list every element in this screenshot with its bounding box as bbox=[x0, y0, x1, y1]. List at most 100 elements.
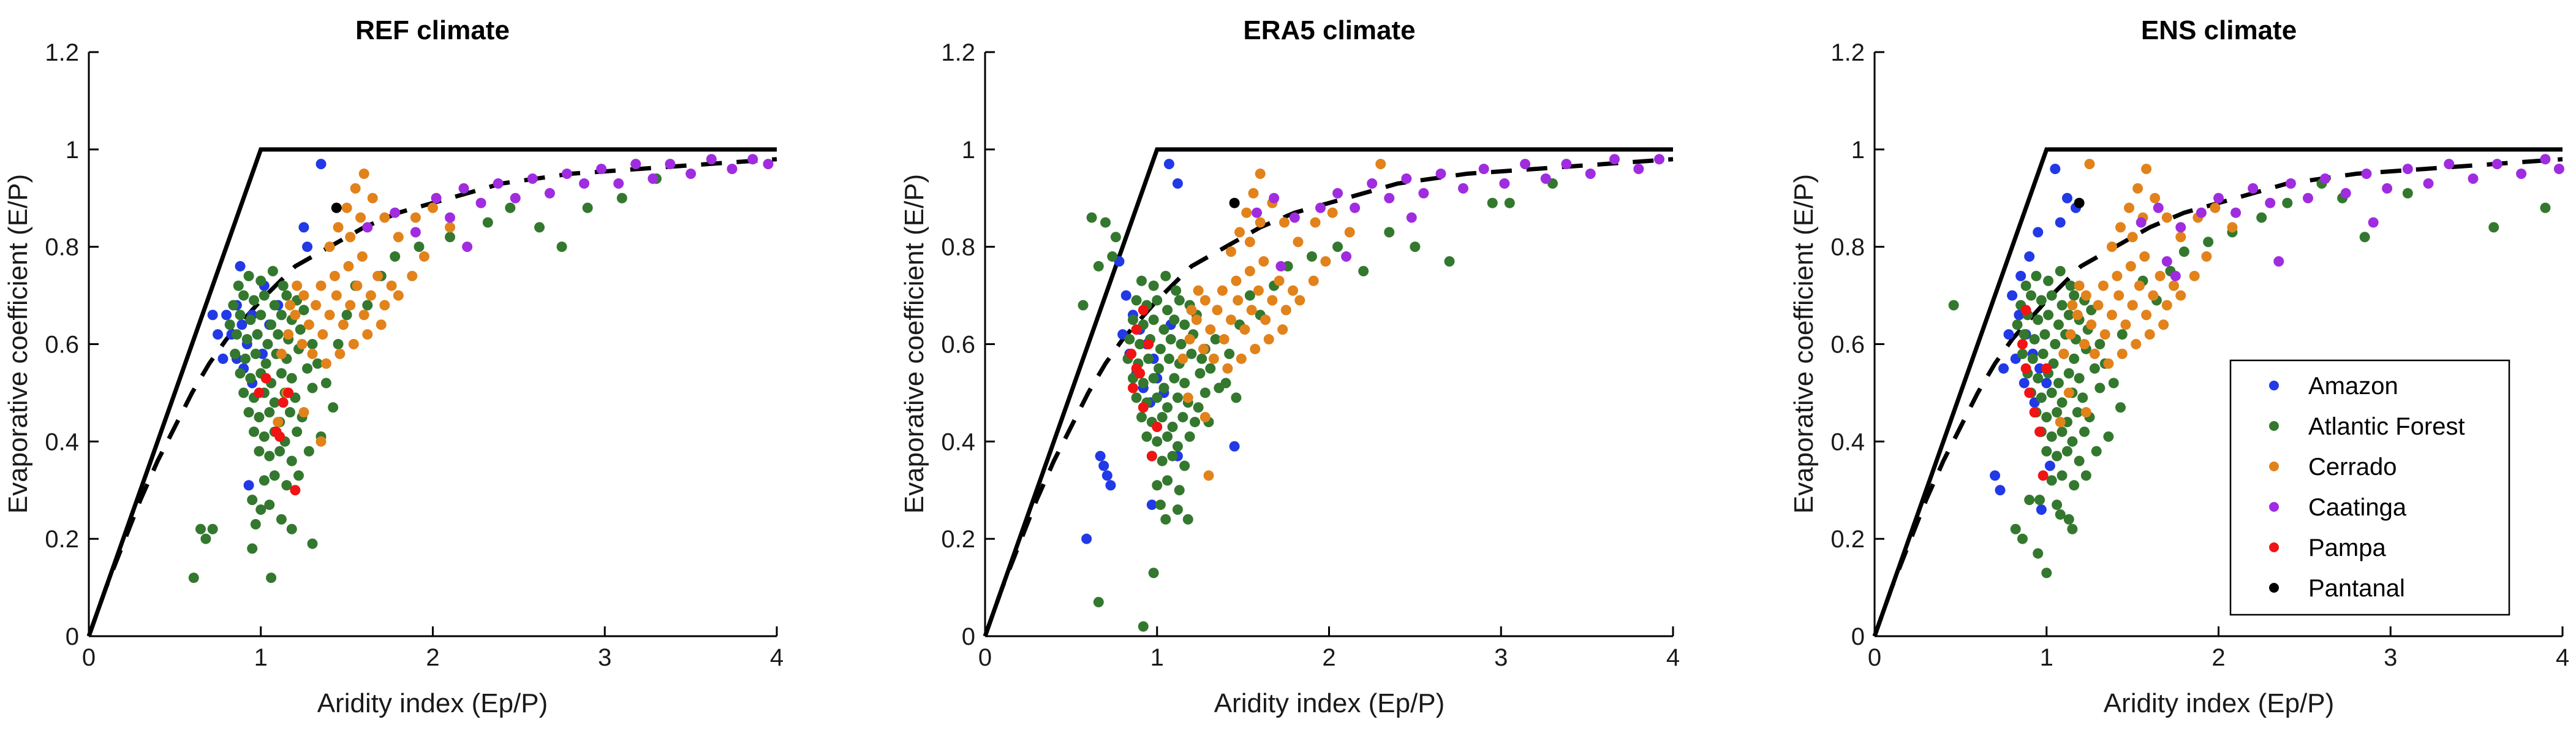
scatter-point-caatinga bbox=[390, 207, 401, 218]
scatter-point-caatinga bbox=[2175, 222, 2186, 233]
scatter-point-amazon bbox=[315, 159, 327, 170]
scatter-point-atlantic-forest bbox=[1110, 232, 1121, 243]
scatter-point-atlantic-forest bbox=[2108, 378, 2119, 389]
scatter-point-cerrado bbox=[311, 300, 322, 311]
scatter-point-atlantic-forest bbox=[2017, 348, 2028, 359]
scatter-point-cerrado bbox=[2175, 232, 2186, 243]
scatter-point-cerrado bbox=[1244, 237, 1255, 248]
scatter-point-atlantic-forest bbox=[1148, 373, 1159, 384]
scatter-point-caatinga bbox=[613, 178, 624, 189]
scatter-point-pampa bbox=[1138, 305, 1149, 316]
scatter-point-atlantic-forest bbox=[1086, 212, 1097, 223]
scatter-point-atlantic-forest bbox=[235, 310, 246, 321]
scatter-point-atlantic-forest bbox=[1171, 285, 1182, 296]
scatter-point-caatinga bbox=[2273, 256, 2284, 267]
scatter-point-cerrado bbox=[2141, 164, 2152, 175]
scatter-point-atlantic-forest bbox=[2036, 392, 2047, 403]
scatter-point-caatinga bbox=[2368, 217, 2379, 228]
scatter-point-atlantic-forest bbox=[269, 470, 280, 481]
scatter-point-atlantic-forest bbox=[276, 368, 287, 379]
scatter-point-atlantic-forest bbox=[1199, 387, 1211, 398]
scatter-point-atlantic-forest bbox=[445, 232, 456, 243]
scatter-point-cerrado bbox=[1293, 237, 1304, 248]
scatter-point-atlantic-forest bbox=[2031, 270, 2042, 281]
scatter-point-atlantic-forest bbox=[1124, 334, 1135, 345]
scatter-point-atlantic-forest bbox=[292, 426, 303, 437]
y-axis-label-2: Evaporative coefficient (E/P) bbox=[899, 174, 929, 514]
scatter-point-atlantic-forest bbox=[2039, 329, 2050, 340]
scatter-point-cerrado bbox=[2055, 417, 2066, 428]
scatter-point-caatinga bbox=[2516, 169, 2527, 180]
scatter-point-cerrado bbox=[338, 319, 349, 330]
scatter-point-caatinga bbox=[2153, 202, 2164, 213]
x-tick-label: 2 bbox=[2212, 644, 2225, 671]
scatter-point-cerrado bbox=[2067, 300, 2078, 311]
scatter-point-atlantic-forest bbox=[534, 222, 545, 233]
y-tick-label: 1.2 bbox=[1830, 39, 1865, 66]
scatter-point-pampa bbox=[2029, 407, 2040, 418]
y-tick-label: 1.2 bbox=[45, 39, 79, 66]
scatter-point-atlantic-forest bbox=[200, 533, 211, 544]
scatter-point-cerrado bbox=[1236, 353, 1247, 364]
scatter-point-cerrado bbox=[358, 169, 369, 180]
scatter-point-amazon bbox=[217, 353, 229, 364]
legend-marker-pantanal bbox=[2269, 583, 2279, 593]
scatter-point-atlantic-forest bbox=[2057, 426, 2068, 437]
scatter-point-atlantic-forest bbox=[307, 382, 318, 393]
scatter-point-cerrado bbox=[1231, 275, 1242, 286]
scatter-point-atlantic-forest bbox=[2072, 407, 2083, 418]
scatter-point-cerrado bbox=[2115, 222, 2126, 233]
scatter-point-caatinga bbox=[2213, 192, 2224, 203]
scatter-point-atlantic-forest bbox=[1158, 324, 1169, 335]
scatter-point-atlantic-forest bbox=[2089, 363, 2100, 374]
scatter-point-cerrado bbox=[355, 212, 366, 223]
scatter-point-caatinga bbox=[1418, 188, 1429, 199]
scatter-point-atlantic-forest bbox=[1107, 251, 1118, 262]
scatter-point-cerrado bbox=[2084, 159, 2095, 170]
scatter-point-atlantic-forest bbox=[307, 538, 318, 549]
y-tick-label: 0.8 bbox=[941, 234, 975, 261]
scatter-point-amazon bbox=[1229, 441, 1240, 452]
scatter-point-amazon bbox=[2003, 329, 2014, 340]
scatter-point-atlantic-forest bbox=[1306, 251, 1317, 262]
scatter-point-pampa bbox=[1152, 422, 1163, 433]
scatter-point-cerrado bbox=[1198, 343, 1209, 354]
scatter-point-caatinga bbox=[1585, 169, 1596, 180]
scatter-point-atlantic-forest bbox=[259, 475, 270, 486]
y-tick-label: 0 bbox=[962, 623, 975, 650]
scatter-point-cerrado bbox=[2103, 358, 2114, 369]
scatter-point-caatinga bbox=[445, 212, 456, 223]
scatter-point-atlantic-forest bbox=[254, 446, 265, 457]
scatter-point-atlantic-forest bbox=[260, 358, 271, 369]
scatter-point-atlantic-forest bbox=[1190, 417, 1201, 428]
scatter-point-atlantic-forest bbox=[2041, 568, 2052, 579]
generated-chart-layer: 0 1 2 3 4 0 0.2 0.4 0.6 0.8 1 1.2 0 1 2 3 4 0 0.2 0.4 0.6 0.8… bbox=[45, 39, 2569, 671]
scatter-point-caatinga bbox=[747, 154, 758, 165]
scatter-point-caatinga bbox=[362, 222, 373, 233]
scatter-point-atlantic-forest bbox=[238, 387, 249, 398]
scatter-point-atlantic-forest bbox=[255, 504, 266, 515]
y-tick-label: 0.2 bbox=[1830, 526, 1865, 553]
scatter-point-atlantic-forest bbox=[273, 329, 284, 340]
scatter-point-atlantic-forest bbox=[264, 500, 275, 511]
scatter-point-caatinga bbox=[1367, 178, 1378, 189]
scatter-point-atlantic-forest bbox=[1152, 392, 1163, 403]
scatter-point-caatinga bbox=[579, 178, 590, 189]
scatter-point-amazon bbox=[1095, 450, 1106, 462]
scatter-point-cerrado bbox=[1186, 305, 1197, 316]
scatter-point-cerrado bbox=[1203, 470, 1214, 481]
scatter-point-caatinga bbox=[2285, 178, 2296, 189]
scatter-point-atlantic-forest bbox=[2012, 319, 2023, 330]
scatter-point-atlantic-forest bbox=[230, 348, 241, 359]
scatter-point-cerrado bbox=[350, 183, 361, 194]
x-tick-label: 4 bbox=[770, 644, 784, 671]
scatter-point-amazon bbox=[1990, 470, 2001, 481]
scatter-point-atlantic-forest bbox=[556, 241, 567, 253]
scatter-point-cerrado bbox=[1375, 159, 1386, 170]
scatter-point-pampa bbox=[254, 387, 265, 398]
scatter-point-atlantic-forest bbox=[1220, 378, 1231, 389]
scatter-point-atlantic-forest bbox=[264, 450, 275, 462]
scatter-point-cerrado bbox=[333, 222, 344, 233]
scatter-point-caatinga bbox=[1384, 192, 1395, 203]
